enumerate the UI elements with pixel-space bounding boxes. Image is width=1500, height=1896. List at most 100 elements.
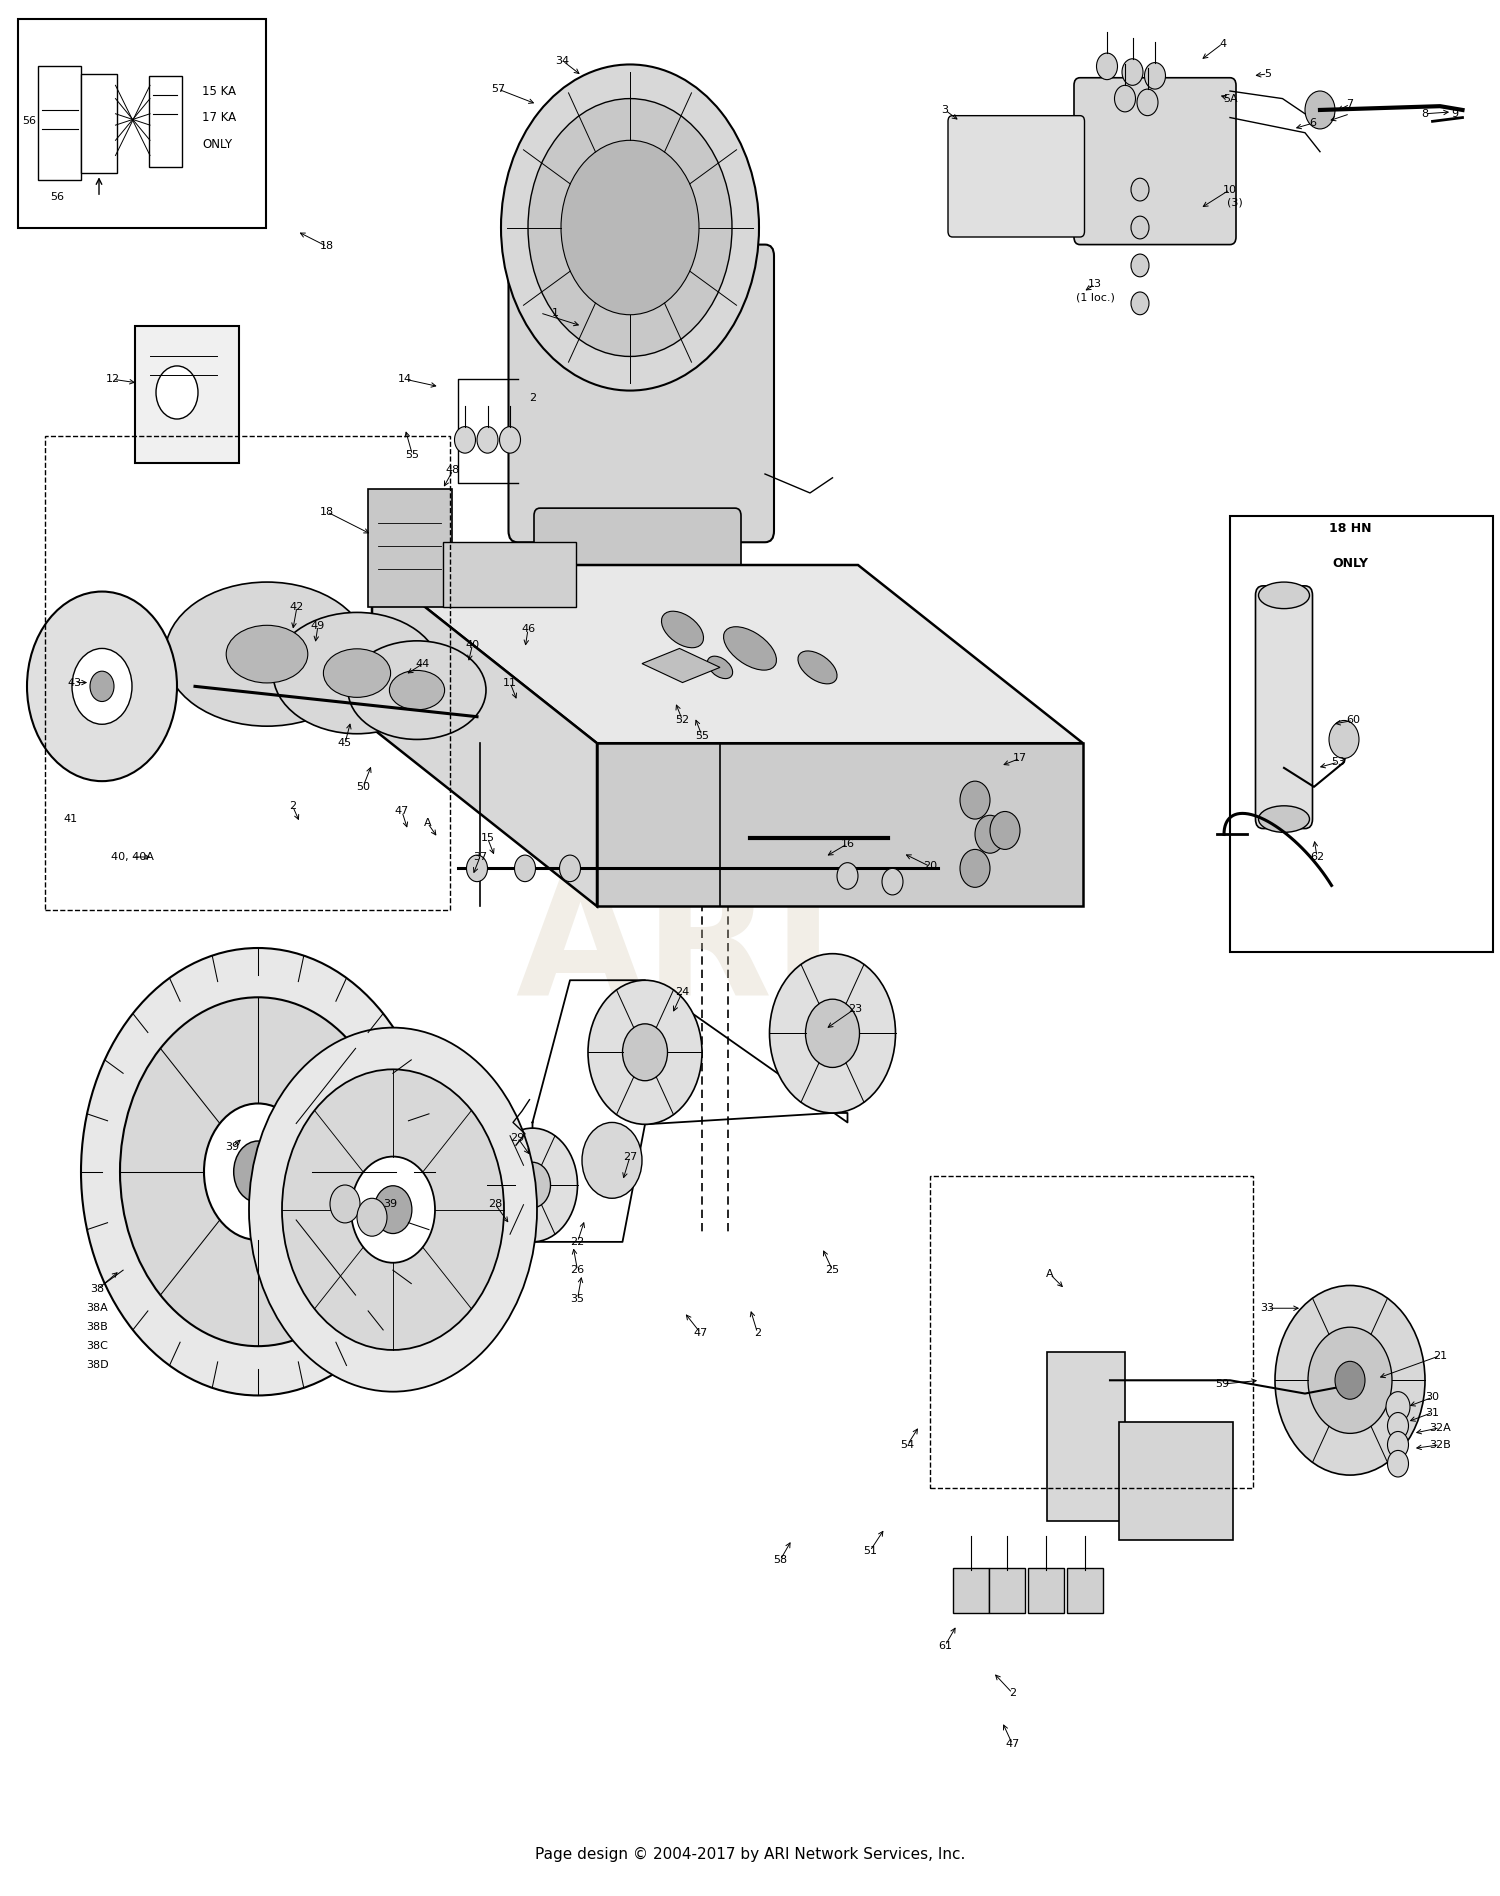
Circle shape — [1329, 720, 1359, 758]
Circle shape — [528, 99, 732, 356]
Circle shape — [1386, 1392, 1410, 1422]
Text: 38A: 38A — [87, 1303, 108, 1314]
Circle shape — [249, 1028, 537, 1392]
Text: 55: 55 — [694, 730, 709, 741]
Text: 31: 31 — [1425, 1407, 1440, 1418]
Polygon shape — [642, 648, 720, 683]
Circle shape — [837, 863, 858, 889]
Text: ARI: ARI — [516, 866, 834, 1030]
Text: 25: 25 — [825, 1265, 840, 1276]
FancyBboxPatch shape — [534, 508, 741, 614]
Text: 17: 17 — [1013, 753, 1028, 764]
Text: 13: 13 — [1088, 279, 1102, 290]
Text: 15: 15 — [480, 832, 495, 844]
Circle shape — [588, 980, 702, 1124]
Circle shape — [1131, 254, 1149, 277]
Circle shape — [882, 868, 903, 895]
Text: 35: 35 — [570, 1293, 585, 1304]
Text: 59: 59 — [1215, 1378, 1230, 1390]
Text: 34: 34 — [555, 55, 570, 66]
Text: 27: 27 — [622, 1151, 638, 1162]
FancyBboxPatch shape — [38, 66, 81, 180]
Bar — [930, 1176, 1252, 1488]
Circle shape — [156, 366, 198, 419]
Text: 39: 39 — [225, 1141, 240, 1153]
Text: 6: 6 — [1310, 118, 1316, 129]
Circle shape — [514, 855, 535, 882]
Circle shape — [81, 948, 435, 1395]
Circle shape — [560, 855, 580, 882]
Circle shape — [1137, 89, 1158, 116]
Text: 10: 10 — [1222, 184, 1238, 195]
Circle shape — [1122, 59, 1143, 85]
Text: 49: 49 — [310, 620, 326, 631]
Circle shape — [1131, 216, 1149, 239]
Text: 18: 18 — [320, 241, 334, 252]
Circle shape — [1144, 63, 1166, 89]
Ellipse shape — [798, 650, 837, 684]
FancyBboxPatch shape — [1028, 1568, 1063, 1613]
Text: 30: 30 — [1425, 1392, 1440, 1403]
FancyBboxPatch shape — [1256, 586, 1312, 829]
Circle shape — [975, 815, 1005, 853]
Text: 32A: 32A — [1430, 1422, 1450, 1433]
Circle shape — [1388, 1450, 1408, 1477]
FancyBboxPatch shape — [442, 542, 576, 607]
Circle shape — [357, 1198, 387, 1236]
Text: 5: 5 — [1264, 68, 1270, 80]
FancyBboxPatch shape — [988, 1568, 1024, 1613]
Text: 11: 11 — [503, 677, 518, 688]
Circle shape — [120, 997, 396, 1346]
FancyBboxPatch shape — [1074, 78, 1236, 245]
Text: 43: 43 — [68, 677, 82, 688]
Text: 29: 29 — [510, 1132, 525, 1143]
Text: 42: 42 — [290, 601, 304, 612]
FancyBboxPatch shape — [1066, 1568, 1102, 1613]
Circle shape — [1388, 1413, 1408, 1439]
Text: 44: 44 — [416, 658, 430, 669]
Circle shape — [234, 1141, 282, 1202]
Circle shape — [1114, 85, 1136, 112]
Text: 40: 40 — [465, 639, 480, 650]
FancyBboxPatch shape — [952, 1568, 988, 1613]
Circle shape — [282, 1069, 504, 1350]
Text: 28: 28 — [488, 1198, 502, 1210]
Text: 1: 1 — [552, 307, 558, 319]
Circle shape — [561, 140, 699, 315]
Circle shape — [960, 781, 990, 819]
Circle shape — [477, 427, 498, 453]
Ellipse shape — [1258, 806, 1310, 832]
Text: 18 HN: 18 HN — [1329, 521, 1371, 535]
Text: 45: 45 — [338, 738, 352, 749]
Text: A: A — [1046, 1268, 1054, 1280]
Circle shape — [27, 592, 177, 781]
Circle shape — [330, 1185, 360, 1223]
Ellipse shape — [226, 626, 308, 683]
Text: Page design © 2004-2017 by ARI Network Services, Inc.: Page design © 2004-2017 by ARI Network S… — [536, 1847, 964, 1862]
Text: 14: 14 — [398, 374, 412, 385]
Ellipse shape — [708, 656, 732, 679]
Circle shape — [1305, 91, 1335, 129]
Text: A: A — [423, 817, 432, 829]
Text: 47: 47 — [693, 1327, 708, 1339]
Text: 17 KA: 17 KA — [202, 112, 237, 123]
FancyBboxPatch shape — [1119, 1422, 1233, 1540]
Text: 18: 18 — [320, 506, 334, 518]
Ellipse shape — [324, 648, 390, 698]
Ellipse shape — [662, 611, 704, 648]
Text: 53: 53 — [1330, 757, 1346, 768]
Text: 47: 47 — [394, 806, 410, 817]
Circle shape — [72, 648, 132, 724]
Circle shape — [960, 849, 990, 887]
Text: 40, 40A: 40, 40A — [111, 851, 153, 863]
Circle shape — [990, 811, 1020, 849]
Text: 21: 21 — [1432, 1350, 1448, 1361]
Circle shape — [90, 671, 114, 702]
Text: 12: 12 — [105, 374, 120, 385]
Text: 52: 52 — [675, 715, 690, 726]
Text: 38B: 38B — [87, 1322, 108, 1333]
Circle shape — [204, 1103, 312, 1240]
Text: 2: 2 — [290, 800, 296, 811]
Circle shape — [1096, 53, 1118, 80]
Ellipse shape — [390, 671, 444, 709]
